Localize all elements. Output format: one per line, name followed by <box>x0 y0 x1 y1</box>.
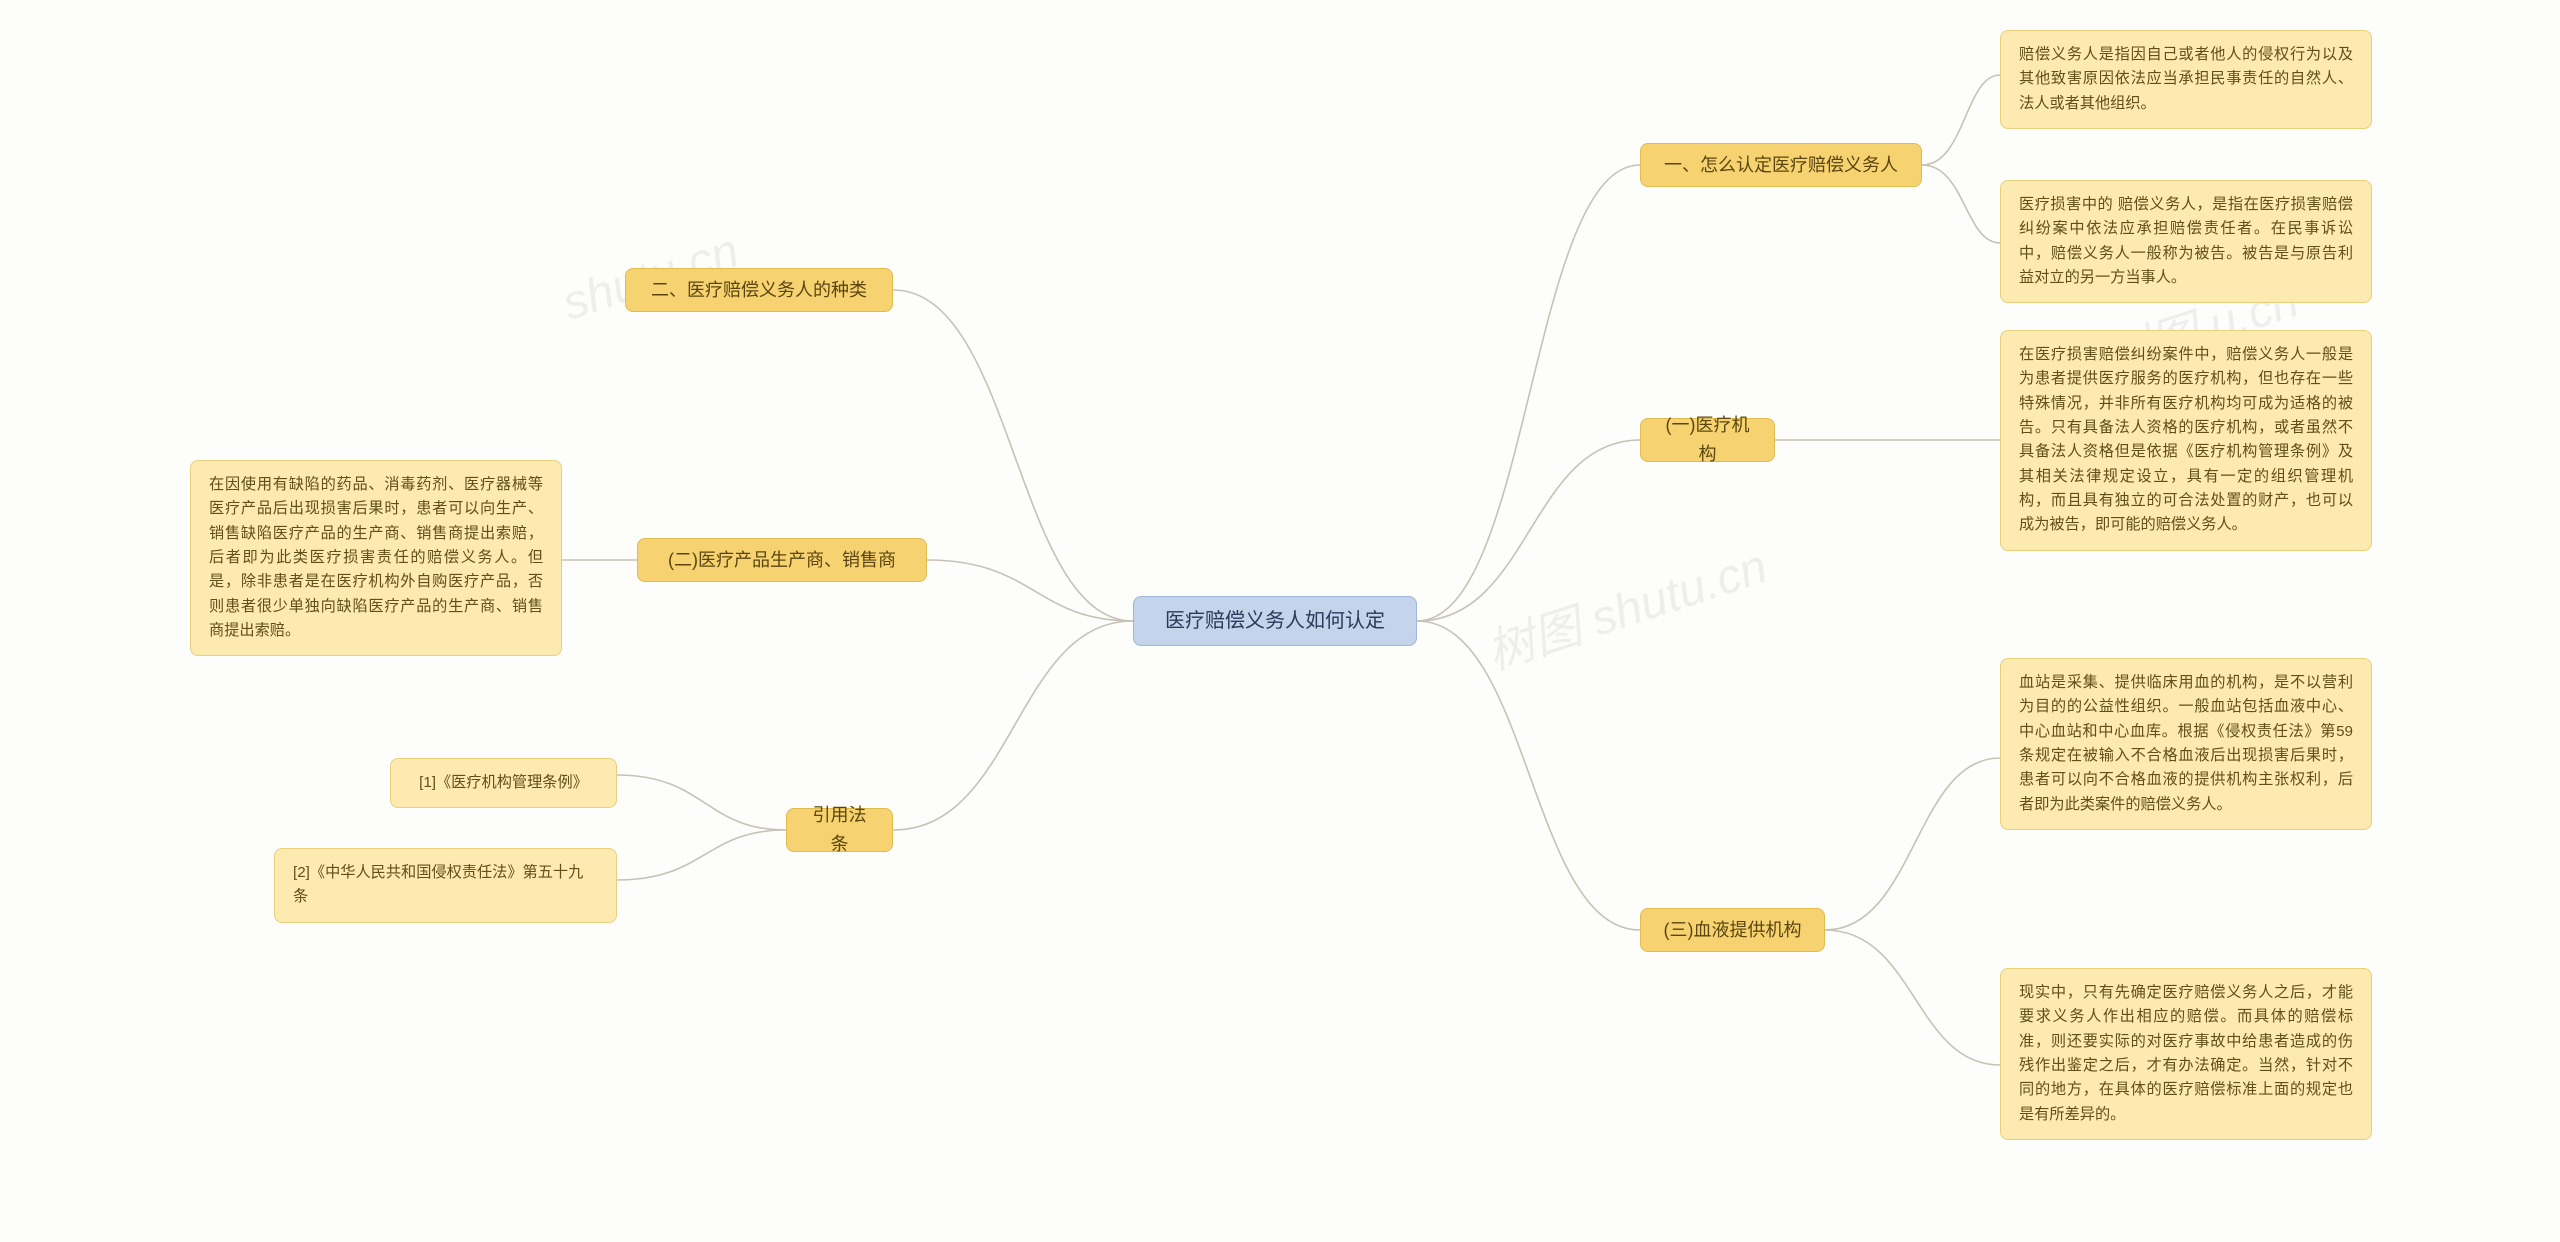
leaf-right-0-1: 医疗损害中的 赔偿义务人，是指在医疗损害赔偿纠纷案中依法应承担赔偿责任者。在民事… <box>2000 180 2372 303</box>
leaf-right-0-0: 赔偿义务人是指因自己或者他人的侵权行为以及其他致害原因依法应当承担民事责任的自然… <box>2000 30 2372 129</box>
branch-right-0: 一、怎么认定医疗赔偿义务人 <box>1640 143 1922 187</box>
leaf-right-2-0: 血站是采集、提供临床用血的机构，是不以营利为目的的公益性组织。一般血站包括血液中… <box>2000 658 2372 830</box>
root-node: 医疗赔偿义务人如何认定 <box>1133 596 1417 646</box>
leaf-left-2-0: [1]《医疗机构管理条例》 <box>390 758 617 808</box>
watermark: 树图 shutu.cn <box>1476 527 1774 683</box>
branch-left-1: (二)医疗产品生产商、销售商 <box>637 538 927 582</box>
leaf-left-2-1: [2]《中华人民共和国侵权责任法》第五十九条 <box>274 848 617 923</box>
leaf-right-1-0: 在医疗损害赔偿纠纷案件中，赔偿义务人一般是为患者提供医疗服务的医疗机构，但也存在… <box>2000 330 2372 551</box>
branch-right-1: (一)医疗机构 <box>1640 418 1775 462</box>
leaf-left-1-0: 在因使用有缺陷的药品、消毒药剂、医疗器械等医疗产品后出现损害后果时，患者可以向生… <box>190 460 562 656</box>
leaf-right-2-1: 现实中，只有先确定医疗赔偿义务人之后，才能要求义务人作出相应的赔偿。而具体的赔偿… <box>2000 968 2372 1140</box>
branch-right-2: (三)血液提供机构 <box>1640 908 1825 952</box>
branch-left-0: 二、医疗赔偿义务人的种类 <box>625 268 893 312</box>
branch-left-2: 引用法条 <box>786 808 893 852</box>
